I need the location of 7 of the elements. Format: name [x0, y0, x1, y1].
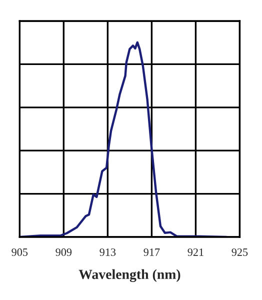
x-tick-label: 917 [144, 248, 160, 256]
x-axis-title: Wavelength (nm) [78, 269, 180, 282]
x-tick-label: 905 [12, 248, 28, 256]
x-tick-label: 913 [100, 248, 116, 256]
x-tick-label: 925 [232, 248, 248, 256]
x-tick-label: 909 [56, 248, 72, 256]
x-tick-label: 921 [188, 248, 204, 256]
